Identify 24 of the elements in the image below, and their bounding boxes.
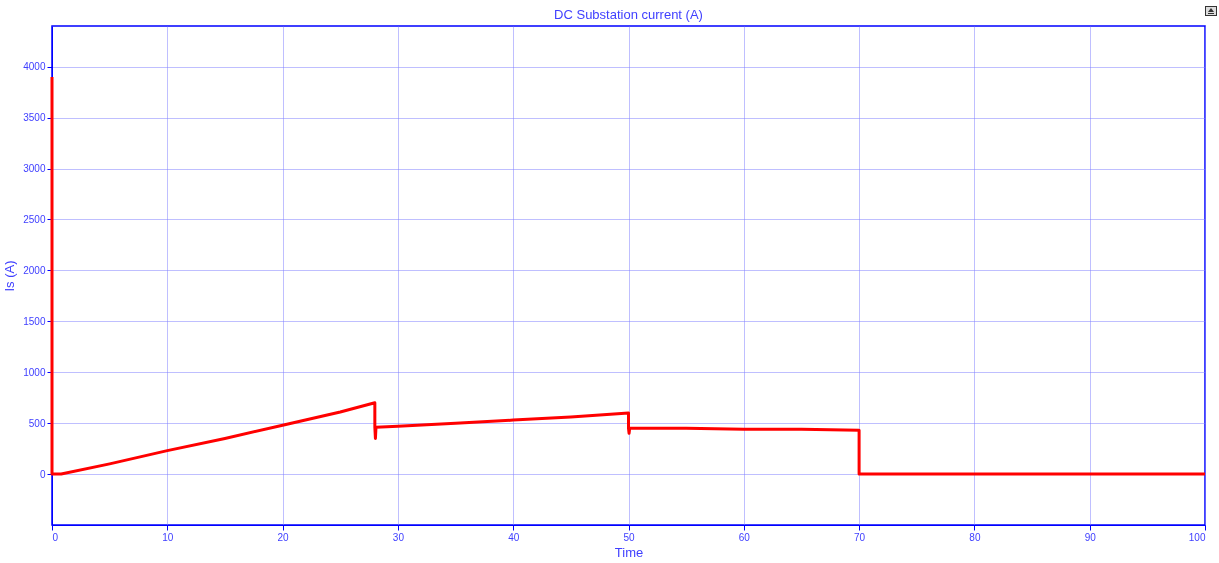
x-tick-label: 70: [854, 531, 866, 543]
x-tick-label: 80: [969, 531, 981, 543]
y-tick-label: 3500: [23, 112, 46, 124]
x-tick-label: 60: [738, 531, 751, 543]
x-axis-title: Time: [614, 544, 644, 560]
y-tick-label: 0: [39, 468, 46, 480]
x-tick-label: 10: [162, 531, 174, 543]
x-tick-label: 100: [1188, 531, 1206, 543]
y-tick-label: 2000: [23, 264, 46, 276]
y-tick-label: 2500: [23, 213, 46, 225]
y-tick-label: 4000: [23, 61, 46, 73]
line-series: [50, 75, 1207, 476]
y-tick-label: 500: [28, 417, 46, 429]
x-tick-label: 50: [623, 531, 635, 543]
y-axis-title: Is (A): [2, 260, 18, 292]
y-tick-label: 3000: [23, 163, 46, 175]
x-tick-label: 30: [392, 531, 405, 543]
x-tick-label: 20: [277, 531, 290, 543]
y-tick-label: 1500: [23, 315, 46, 327]
x-tick-label: 0: [52, 531, 59, 543]
y-tick-label: 1000: [23, 366, 46, 378]
x-tick-label: 90: [1084, 531, 1097, 543]
chart-title: DC Substation current (A): [554, 7, 703, 22]
x-tick-label: 40: [508, 531, 520, 543]
